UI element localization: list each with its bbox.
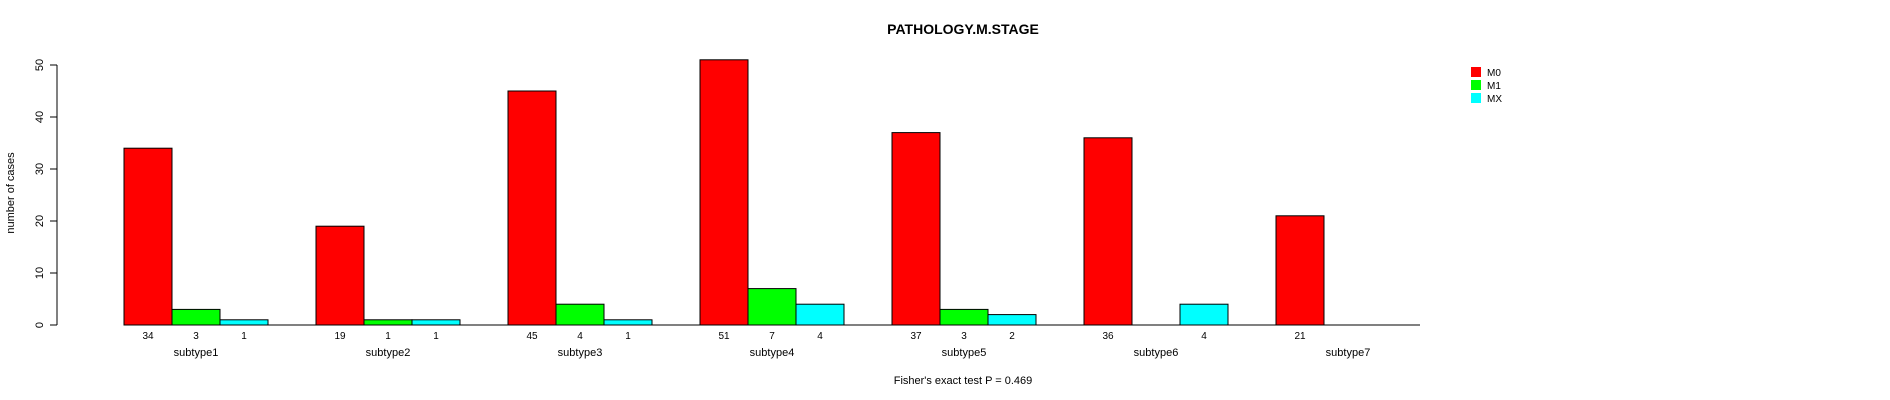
legend-swatch-M1 bbox=[1471, 80, 1481, 90]
y-tick-label: 20 bbox=[34, 215, 46, 227]
category-label-subtype5: subtype5 bbox=[942, 347, 987, 359]
bar-subtype4-M1 bbox=[747, 288, 797, 326]
data-labels-group: 34 3 1 19 1 1 45 4 1 51 7 4 37 3 2 36 4 21 bbox=[142, 331, 1306, 342]
bar-subtype1-M1 bbox=[171, 308, 221, 326]
data-label-subtype2-M1: 1 bbox=[385, 331, 391, 342]
data-label-subtype1-M0: 34 bbox=[142, 331, 154, 342]
bar-subtype3-M1 bbox=[555, 303, 605, 326]
data-label-subtype3-M1: 4 bbox=[577, 331, 583, 342]
bar-subtype6-MX bbox=[1179, 303, 1229, 326]
category-labels-group: subtype1 subtype2 subtype3 subtype4 subtype5… bbox=[174, 347, 1371, 359]
data-label-subtype2-MX: 1 bbox=[433, 331, 439, 342]
bar-subtype5-MX bbox=[987, 314, 1037, 326]
y-tick-label: 50 bbox=[34, 59, 46, 71]
category-label-subtype1: subtype1 bbox=[174, 347, 219, 359]
bar-subtype2-M0 bbox=[315, 225, 365, 326]
bar-subtype2-MX bbox=[411, 319, 461, 326]
data-label-subtype3-MX: 1 bbox=[625, 331, 631, 342]
y-tick-label: 30 bbox=[34, 163, 46, 175]
data-label-subtype2-M0: 19 bbox=[334, 331, 346, 342]
fisher-test-footnote: Fisher's exact test P = 0.469 bbox=[894, 375, 1033, 387]
legend-label-MX: MX bbox=[1487, 94, 1502, 105]
bar-subtype3-M0 bbox=[507, 90, 557, 326]
bar-subtype2-M1 bbox=[363, 319, 413, 326]
data-label-subtype1-M1: 3 bbox=[193, 331, 199, 342]
data-label-subtype5-M0: 37 bbox=[910, 331, 922, 342]
bar-subtype3-MX bbox=[603, 319, 653, 326]
y-tick-label: 0 bbox=[34, 322, 46, 328]
data-label-subtype5-MX: 2 bbox=[1009, 331, 1015, 342]
bar-subtype5-M0 bbox=[891, 132, 941, 326]
bar-subtype1-MX bbox=[219, 319, 269, 326]
legend-label-M0: M0 bbox=[1487, 68, 1501, 79]
data-label-subtype7-M0: 21 bbox=[1294, 331, 1306, 342]
data-label-subtype3-M0: 45 bbox=[526, 331, 538, 342]
bar-subtype7-M0 bbox=[1275, 215, 1325, 326]
data-label-subtype4-M0: 51 bbox=[718, 331, 730, 342]
legend: M0 M1 MX bbox=[1471, 67, 1502, 105]
chart-title: PATHOLOGY.M.STAGE bbox=[887, 21, 1039, 37]
bar-subtype4-MX bbox=[795, 303, 845, 326]
category-label-subtype2: subtype2 bbox=[366, 347, 411, 359]
bar-subtype4-M0 bbox=[699, 59, 749, 326]
data-label-subtype6-MX: 4 bbox=[1201, 331, 1207, 342]
y-tick-label: 40 bbox=[34, 111, 46, 123]
legend-label-M1: M1 bbox=[1487, 81, 1501, 92]
data-label-subtype6-M0: 36 bbox=[1102, 331, 1114, 342]
category-label-subtype7: subtype7 bbox=[1326, 347, 1371, 359]
data-label-subtype5-M1: 3 bbox=[961, 331, 967, 342]
data-label-subtype4-M1: 7 bbox=[769, 331, 775, 342]
y-axis-label: number of cases bbox=[5, 152, 17, 234]
data-label-subtype4-MX: 4 bbox=[817, 331, 823, 342]
category-label-subtype3: subtype3 bbox=[558, 347, 603, 359]
y-tick-label: 10 bbox=[34, 267, 46, 279]
legend-swatch-MX bbox=[1471, 93, 1481, 103]
bar-subtype5-M1 bbox=[939, 308, 989, 326]
bar-subtype6-M0 bbox=[1083, 137, 1133, 326]
category-label-subtype4: subtype4 bbox=[750, 347, 795, 359]
legend-swatch-M0 bbox=[1471, 67, 1481, 77]
data-label-subtype1-MX: 1 bbox=[241, 331, 247, 342]
y-axis: 0 10 20 30 40 50 bbox=[34, 59, 58, 328]
category-label-subtype6: subtype6 bbox=[1134, 347, 1179, 359]
bars-group bbox=[123, 59, 1325, 326]
bar-subtype1-M0 bbox=[123, 147, 173, 326]
